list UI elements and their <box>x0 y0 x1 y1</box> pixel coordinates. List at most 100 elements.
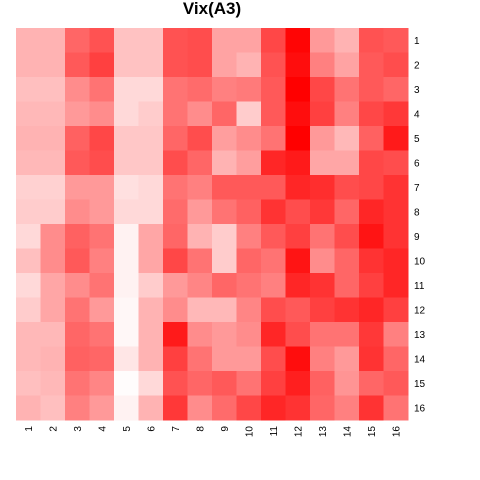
heatmap-cell-r3-c9 <box>212 77 237 102</box>
row-label: 4 <box>414 109 420 120</box>
row-label: 12 <box>414 305 426 316</box>
heatmap-cell-r2-c15 <box>359 52 384 78</box>
heatmap-cell-r8-c10 <box>236 199 262 225</box>
heatmap-cell-r4-c14 <box>334 101 360 127</box>
heatmap-cell-r13-c8 <box>187 322 213 347</box>
heatmap-cell-r11-c16 <box>383 273 409 298</box>
heatmap-cell-r3-c2 <box>40 77 66 102</box>
heatmap-cell-r1-c2 <box>40 28 66 53</box>
heatmap-cell-r5-c6 <box>138 126 164 151</box>
row-label: 10 <box>414 256 426 267</box>
heatmap-cell-r1-c4 <box>89 28 115 53</box>
heatmap-cell-r6-c3 <box>65 150 90 176</box>
heatmap-cell-r8-c13 <box>310 199 335 225</box>
heatmap-cell-r15-c11 <box>261 371 286 396</box>
heatmap-cell-r16-c6 <box>138 395 164 421</box>
row-label: 1 <box>414 36 420 47</box>
heatmap-cell-r7-c12 <box>285 175 311 200</box>
heatmap-cell-r7-c5 <box>114 175 139 200</box>
heatmap-cell-r6-c6 <box>138 150 164 176</box>
heatmap-cell-r3-c3 <box>65 77 90 102</box>
heatmap-cell-r2-c7 <box>163 52 188 78</box>
column-label: 4 <box>97 426 108 432</box>
heatmap-cell-r10-c15 <box>359 248 384 274</box>
heatmap-cell-r12-c3 <box>65 297 90 323</box>
heatmap-cell-r4-c7 <box>163 101 188 127</box>
heatmap-cell-r6-c9 <box>212 150 237 176</box>
heatmap-cell-r10-c3 <box>65 248 90 274</box>
column-label: 3 <box>73 426 84 432</box>
heatmap-cell-r12-c4 <box>89 297 115 323</box>
heatmap-cell-r3-c6 <box>138 77 164 102</box>
heatmap-cell-r13-c5 <box>114 322 139 347</box>
heatmap-cell-r1-c14 <box>334 28 360 53</box>
heatmap-cell-r3-c4 <box>89 77 115 102</box>
heatmap-cell-r7-c11 <box>261 175 286 200</box>
heatmap-cell-r5-c1 <box>16 126 41 151</box>
heatmap-cell-r14-c11 <box>261 346 286 372</box>
heatmap-cell-r7-c13 <box>310 175 335 200</box>
heatmap-cell-r4-c12 <box>285 101 311 127</box>
heatmap-cell-r3-c12 <box>285 77 311 102</box>
heatmap-cell-r16-c7 <box>163 395 188 421</box>
heatmap-cell-r1-c7 <box>163 28 188 53</box>
heatmap-cell-r1-c15 <box>359 28 384 53</box>
heatmap-cell-r10-c16 <box>383 248 409 274</box>
column-label: 16 <box>391 426 402 438</box>
heatmap-cell-r16-c5 <box>114 395 139 421</box>
heatmap-cell-r8-c12 <box>285 199 311 225</box>
heatmap-cell-r12-c15 <box>359 297 384 323</box>
heatmap-cell-r13-c7 <box>163 322 188 347</box>
column-label: 2 <box>48 426 59 432</box>
heatmap-cell-r14-c1 <box>16 346 41 372</box>
heatmap-cell-r9-c10 <box>236 224 262 249</box>
heatmap-cell-r7-c10 <box>236 175 262 200</box>
heatmap-cell-r12-c10 <box>236 297 262 323</box>
row-label: 13 <box>414 330 426 341</box>
heatmap-cell-r16-c3 <box>65 395 90 421</box>
heatmap-cell-r11-c15 <box>359 273 384 298</box>
heatmap-cell-r16-c12 <box>285 395 311 421</box>
heatmap-cell-r8-c3 <box>65 199 90 225</box>
heatmap-cell-r13-c13 <box>310 322 335 347</box>
heatmap-cell-r10-c7 <box>163 248 188 274</box>
heatmap-cell-r14-c2 <box>40 346 66 372</box>
column-labels: 1 2 3 4 5 6 7 8 9 10 11 12 13 14 15 16 <box>24 426 403 438</box>
column-label: 6 <box>146 426 157 432</box>
heatmap-cell-r2-c2 <box>40 52 66 78</box>
column-label: 11 <box>269 426 280 437</box>
heatmap-cell-r2-c13 <box>310 52 335 78</box>
heatmap-cell-r2-c4 <box>89 52 115 78</box>
heatmap-cell-r7-c14 <box>334 175 360 200</box>
heatmap-cell-r6-c15 <box>359 150 384 176</box>
column-label: 12 <box>293 426 304 438</box>
heatmap-cell-r4-c13 <box>310 101 335 127</box>
heatmap-cell-r5-c7 <box>163 126 188 151</box>
heatmap-cell-r1-c6 <box>138 28 164 53</box>
heatmap-cell-r5-c5 <box>114 126 139 151</box>
heatmap-cell-r14-c13 <box>310 346 335 372</box>
heatmap-cell-r9-c5 <box>114 224 139 249</box>
heatmap-cell-r13-c10 <box>236 322 262 347</box>
heatmap-cell-r7-c15 <box>359 175 384 200</box>
heatmap-cell-r10-c4 <box>89 248 115 274</box>
heatmap-cell-r9-c11 <box>261 224 286 249</box>
heatmap-cell-r16-c14 <box>334 395 360 421</box>
heatmap-cell-r12-c8 <box>187 297 213 323</box>
heatmap-cell-r6-c2 <box>40 150 66 176</box>
heatmap-cell-r6-c5 <box>114 150 139 176</box>
heatmap-cell-r7-c1 <box>16 175 41 200</box>
heatmap-cell-r11-c8 <box>187 273 213 298</box>
heatmap-cell-r1-c12 <box>285 28 311 53</box>
heatmap-cell-r4-c9 <box>212 101 237 127</box>
row-label: 7 <box>414 183 420 194</box>
heatmap-cell-r3-c15 <box>359 77 384 102</box>
heatmap-cell-r6-c16 <box>383 150 409 176</box>
column-label: 14 <box>342 426 353 438</box>
row-label: 2 <box>414 60 420 71</box>
heatmap-cell-r12-c5 <box>114 297 139 323</box>
heatmap-cell-r8-c6 <box>138 199 164 225</box>
heatmap-cell-r8-c2 <box>40 199 66 225</box>
heatmap-cell-r11-c9 <box>212 273 237 298</box>
heatmap-cell-r8-c11 <box>261 199 286 225</box>
